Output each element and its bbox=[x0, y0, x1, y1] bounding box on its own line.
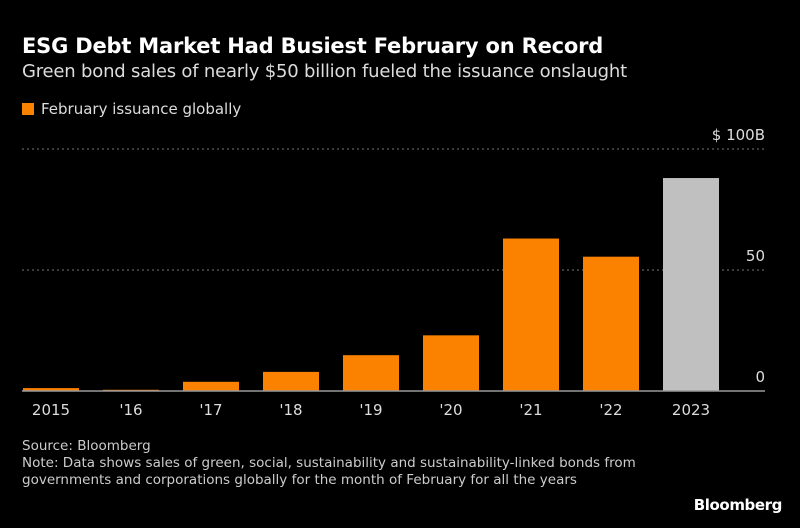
bar-21 bbox=[503, 238, 559, 391]
x-tick-label: '19 bbox=[359, 401, 382, 419]
legend-swatch bbox=[22, 103, 34, 115]
x-tick-label: '22 bbox=[599, 401, 622, 419]
y-tick-label: 0 bbox=[755, 368, 765, 386]
y-tick-label: 50 bbox=[746, 247, 765, 265]
footer-notes: Source: Bloomberg Note: Data shows sales… bbox=[22, 438, 722, 489]
bar-19 bbox=[343, 355, 399, 391]
bar-20 bbox=[423, 335, 479, 391]
x-tick-label: '17 bbox=[199, 401, 222, 419]
bar-2023 bbox=[663, 178, 719, 391]
x-tick-label: 2023 bbox=[672, 401, 710, 419]
legend-label: February issuance globally bbox=[41, 100, 242, 118]
chart-title: ESG Debt Market Had Busiest February on … bbox=[22, 34, 604, 58]
x-tick-label: '20 bbox=[439, 401, 462, 419]
x-tick-label: '21 bbox=[519, 401, 542, 419]
source-text: Source: Bloomberg bbox=[22, 438, 151, 454]
y-tick-label: $ 100B bbox=[712, 126, 765, 144]
x-tick-label: '18 bbox=[279, 401, 302, 419]
bar-18 bbox=[263, 371, 319, 391]
bar-17 bbox=[183, 381, 239, 391]
bloomberg-logo: Bloomberg bbox=[693, 496, 783, 514]
legend: February issuance globally bbox=[22, 100, 241, 118]
note-text: Note: Data shows sales of green, social,… bbox=[22, 455, 636, 488]
bar-22 bbox=[583, 256, 639, 391]
bar-2015 bbox=[23, 388, 79, 391]
x-tick-label: '16 bbox=[119, 401, 142, 419]
chart-subtitle: Green bond sales of nearly $50 billion f… bbox=[22, 61, 627, 82]
x-tick-label: 2015 bbox=[32, 401, 70, 419]
